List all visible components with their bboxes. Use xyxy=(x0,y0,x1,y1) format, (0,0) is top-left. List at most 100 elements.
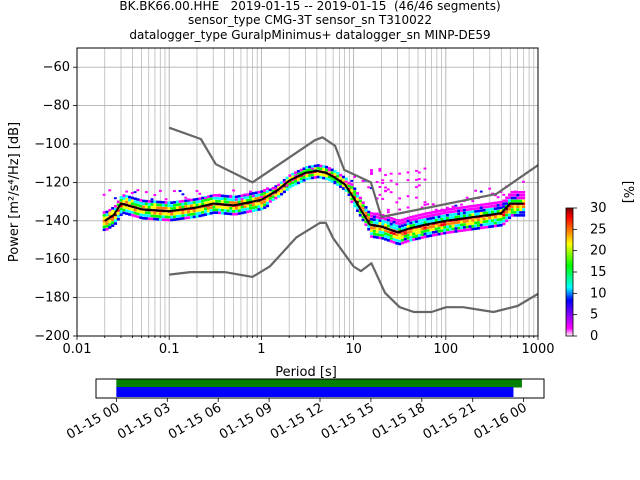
heatmap-cell xyxy=(274,185,278,188)
heatmap-cell xyxy=(350,197,354,201)
heatmap-cell xyxy=(333,178,337,182)
heatmap-cell xyxy=(443,226,447,229)
heatmap-cell xyxy=(274,193,278,197)
heatmap-cell xyxy=(215,208,219,212)
heatmap-cell xyxy=(201,208,205,211)
heatmap-outlier xyxy=(471,200,475,203)
heatmap-cell xyxy=(316,164,320,167)
heatmap-cell xyxy=(195,197,199,201)
heatmap-cell xyxy=(175,215,179,218)
heatmap-cell xyxy=(384,223,388,227)
heatmap-cell xyxy=(378,222,382,225)
heatmap-cell xyxy=(119,198,123,202)
heatmap-cell xyxy=(434,224,438,228)
heatmap-cell xyxy=(471,227,475,231)
heatmap-outlier xyxy=(395,201,399,204)
heatmap-cell xyxy=(485,208,489,212)
heatmap-cell xyxy=(437,209,441,213)
heatmap-cell xyxy=(201,213,205,217)
heatmap-outlier xyxy=(415,196,418,199)
heatmap-cell xyxy=(446,225,450,229)
heatmap-cell xyxy=(285,188,289,191)
heatmap-cell xyxy=(493,210,498,213)
heatmap-cell xyxy=(139,204,143,208)
heatmap-cell xyxy=(150,200,154,203)
heatmap-cell xyxy=(505,219,509,223)
heatmap-cell xyxy=(361,201,365,204)
heatmap-cell xyxy=(122,205,126,209)
heatmap-cell xyxy=(395,219,399,222)
heatmap-cell xyxy=(355,197,360,201)
heatmap-cell xyxy=(268,197,272,200)
heatmap-cell xyxy=(122,208,126,212)
heatmap-cell xyxy=(482,211,486,215)
heatmap-outlier xyxy=(158,189,162,192)
heatmap-cell xyxy=(128,201,132,205)
heatmap-cell xyxy=(370,215,374,218)
heatmap-cell xyxy=(350,200,354,204)
heatmap-cell xyxy=(113,216,118,220)
heatmap-outlier xyxy=(417,184,421,187)
heatmap-cell xyxy=(181,214,185,217)
heatmap-cell xyxy=(505,210,509,214)
heatmap-cell xyxy=(522,211,526,214)
heatmap-cell xyxy=(277,183,281,187)
heatmap-outlier xyxy=(234,198,238,201)
heatmap-cell xyxy=(280,181,284,184)
heatmap-cell xyxy=(198,203,202,206)
heatmap-cell xyxy=(339,173,343,177)
heatmap-cell xyxy=(305,177,309,181)
noise-model-high-line xyxy=(168,126,538,219)
heatmap-cell xyxy=(392,238,396,241)
heatmap-cell xyxy=(367,225,371,228)
heatmap-cell xyxy=(409,215,413,219)
heatmap-cell xyxy=(440,232,444,235)
y-tick-label: −120 xyxy=(34,175,70,190)
heatmap-cell xyxy=(139,210,143,214)
heatmap-outlier xyxy=(406,206,410,209)
heatmap-cell xyxy=(232,198,236,202)
heatmap-cell xyxy=(181,211,185,214)
heatmap-cell xyxy=(184,210,188,214)
heatmap-cell xyxy=(482,203,486,206)
heatmap-outlier xyxy=(128,195,131,198)
heatmap-cell xyxy=(206,195,210,198)
heatmap-cell xyxy=(167,207,171,210)
heatmap-cell xyxy=(333,172,337,176)
heatmap-cell xyxy=(164,218,168,222)
heatmap-cell xyxy=(477,224,481,227)
heatmap-cell xyxy=(423,218,427,221)
heatmap-cell xyxy=(465,214,469,217)
heatmap-cell xyxy=(105,219,109,222)
heatmap-cell xyxy=(161,212,165,216)
heatmap-cell xyxy=(206,201,210,204)
heatmap-cell xyxy=(375,227,379,231)
heatmap-outlier xyxy=(361,179,365,182)
heatmap-cell xyxy=(412,220,416,224)
heatmap-cell xyxy=(125,197,129,201)
heatmap-cell xyxy=(260,207,264,211)
heatmap-cell xyxy=(440,217,444,221)
heatmap-cell xyxy=(111,218,115,222)
heatmap-outlier xyxy=(153,194,157,197)
heatmap-outlier xyxy=(406,195,410,198)
heatmap-cell xyxy=(451,213,455,216)
heatmap-cell xyxy=(142,214,146,217)
heatmap-cell xyxy=(156,203,160,207)
heatmap-cell xyxy=(232,207,236,210)
colorbar-tick-label: 30 xyxy=(590,201,607,216)
heatmap-cell xyxy=(150,203,154,206)
y-tick-label: −160 xyxy=(34,252,70,267)
heatmap-cell xyxy=(105,213,109,217)
heatmap-cell xyxy=(251,203,255,207)
heatmap-cell xyxy=(409,224,413,228)
heatmap-cell xyxy=(437,218,441,222)
heatmap-cell xyxy=(251,197,255,201)
heatmap-cell xyxy=(431,210,436,214)
plot-frame xyxy=(76,47,539,337)
heatmap-cell xyxy=(277,195,281,198)
y-tick-label: −80 xyxy=(43,99,70,114)
heatmap-cell xyxy=(522,191,526,194)
heatmap-cell xyxy=(437,227,441,230)
